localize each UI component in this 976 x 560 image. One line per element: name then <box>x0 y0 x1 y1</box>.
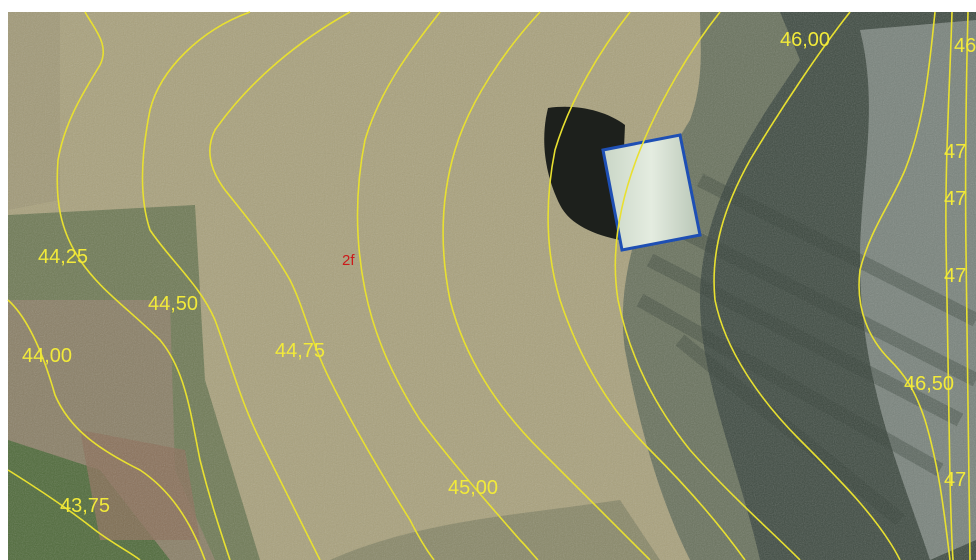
contour-line[interactable] <box>141 11 321 560</box>
contour-label-44-00[interactable]: 44,00 <box>22 345 72 367</box>
contour-labels: 43,75 44,00 44,25 44,50 44,75 45,00 46,0… <box>22 29 976 517</box>
contour-line[interactable] <box>7 299 206 560</box>
contour-line[interactable] <box>56 11 231 560</box>
contour-label-45-00[interactable]: 45,00 <box>448 477 498 499</box>
contour-line[interactable] <box>7 469 141 560</box>
parcel-number[interactable]: 2f <box>342 252 355 269</box>
contour-lines <box>7 11 971 560</box>
contour-label-46-00[interactable]: 46,00 <box>780 29 830 51</box>
contour-line[interactable] <box>945 11 954 560</box>
building-outline[interactable] <box>601 133 702 252</box>
contour-line[interactable] <box>614 11 801 560</box>
contour-line[interactable] <box>209 11 435 560</box>
contour-label-47-c[interactable]: 47 <box>944 265 966 287</box>
contour-label-44-25[interactable]: 44,25 <box>38 246 88 268</box>
contour-label-44-75[interactable]: 44,75 <box>275 340 325 362</box>
contour-line[interactable] <box>442 11 651 560</box>
aerial-imagery <box>8 12 976 560</box>
contour-label-47-d[interactable]: 47 <box>944 469 966 491</box>
contour-label-46-50[interactable]: 46,50 <box>904 373 954 395</box>
contour-line[interactable] <box>356 11 539 560</box>
contour-label-44-50[interactable]: 44,50 <box>148 293 198 315</box>
contour-line[interactable] <box>713 11 901 560</box>
contour-line[interactable] <box>964 11 971 560</box>
contour-line[interactable] <box>858 11 951 560</box>
building-shadow <box>544 106 625 241</box>
contour-label-43-75[interactable]: 43,75 <box>60 495 110 517</box>
contour-label-47-a[interactable]: 47 <box>944 141 966 163</box>
building-roof <box>603 135 700 250</box>
building[interactable] <box>544 106 702 252</box>
contour-line[interactable] <box>547 11 746 560</box>
contour-label-47-b[interactable]: 47 <box>944 188 966 210</box>
contour-label-46-partial[interactable]: 46 <box>954 35 976 57</box>
